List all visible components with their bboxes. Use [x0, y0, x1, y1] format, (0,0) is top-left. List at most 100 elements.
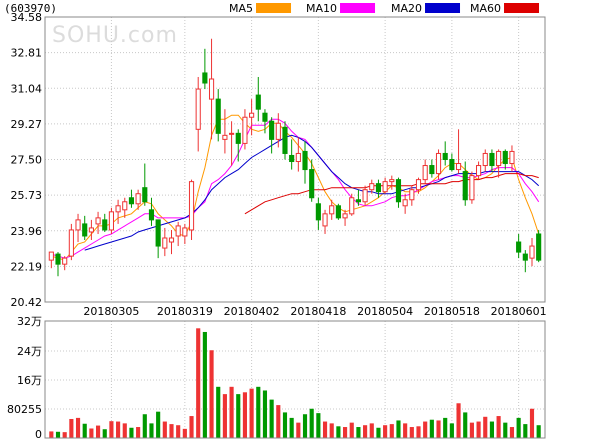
candle-body	[529, 245, 535, 259]
candle	[162, 227, 168, 257]
candle	[148, 197, 155, 226]
candle-body	[455, 163, 462, 171]
volume-bar	[476, 421, 481, 438]
volume-bar	[469, 422, 474, 438]
volume-bar	[69, 418, 74, 438]
volume-bar	[302, 414, 308, 438]
candle-body	[442, 152, 448, 161]
candle-body	[536, 233, 542, 261]
volume-bar	[396, 420, 401, 438]
candle-body	[88, 227, 94, 233]
volume-bar	[496, 416, 501, 438]
volume-bar	[403, 423, 408, 438]
candle-body	[355, 199, 361, 203]
candle-body	[55, 253, 61, 265]
candle	[302, 141, 308, 184]
candle	[382, 177, 388, 194]
price-tick-label: 34.58	[11, 11, 43, 24]
volume-bar	[309, 408, 314, 438]
candle	[55, 252, 61, 277]
date-tick-label: 20180601	[491, 305, 547, 318]
candle-body	[322, 213, 328, 227]
volume-bar	[196, 328, 201, 438]
volume-bar	[222, 394, 227, 438]
candle	[516, 233, 522, 259]
candle	[502, 149, 508, 170]
volume-bar	[456, 403, 461, 438]
candle-body	[102, 219, 108, 231]
candlesticks	[48, 38, 542, 277]
candle	[95, 211, 101, 234]
candle	[208, 38, 215, 140]
price-tick-label: 32.81	[11, 47, 43, 60]
candle	[415, 177, 422, 194]
candle-body	[48, 251, 54, 261]
volume-bars	[49, 328, 541, 438]
volume-bar	[423, 421, 428, 438]
volume-bar	[95, 425, 101, 438]
volume-bar	[262, 390, 268, 438]
candle-body	[222, 134, 228, 140]
candle	[155, 219, 161, 259]
candle-body	[68, 229, 74, 257]
candle-body	[108, 211, 114, 231]
candle-body	[516, 241, 522, 253]
candle-body	[262, 112, 268, 122]
volume-tick-label: 80255	[7, 403, 42, 416]
volume-bar	[216, 386, 221, 438]
candle	[309, 159, 315, 202]
candle	[355, 189, 361, 206]
chart-frame	[44, 16, 546, 439]
volume-bar	[509, 427, 515, 438]
date-tick-label: 20180319	[157, 305, 213, 318]
price-tick-label: 27.50	[11, 154, 43, 167]
candle	[329, 199, 335, 220]
volume-bar	[536, 425, 541, 438]
volume-bar	[109, 421, 114, 438]
candle-body	[315, 203, 321, 221]
volume-bar	[369, 423, 374, 438]
candle	[455, 129, 462, 174]
candle-body	[522, 253, 528, 261]
candle-body	[469, 175, 475, 201]
candle-body	[122, 201, 128, 211]
volume-bar	[463, 412, 468, 438]
candle-body	[142, 187, 148, 203]
candle	[102, 213, 108, 232]
legend: MA5 MA10 MA20 MA60	[229, 2, 540, 15]
volume-bar	[449, 423, 454, 438]
candle-body	[162, 237, 168, 249]
candle-body	[382, 181, 388, 193]
volume-bar	[75, 417, 81, 438]
volume-bar	[276, 405, 281, 438]
candle-body	[482, 152, 488, 167]
candle	[496, 149, 502, 178]
candle-body	[282, 126, 288, 154]
candle-body	[255, 94, 261, 110]
volume-bar	[169, 424, 174, 438]
candle-body	[502, 150, 508, 165]
volume-bar	[149, 423, 154, 438]
candle	[62, 256, 68, 271]
volume-tick-label: 24万	[17, 345, 42, 358]
candle	[115, 199, 121, 224]
date-tick-label: 20180504	[357, 305, 413, 318]
price-panel-frame	[44, 16, 546, 303]
candle-body	[182, 227, 188, 237]
candle-body	[496, 150, 502, 167]
candle-body	[462, 171, 468, 201]
volume-bar	[229, 386, 234, 438]
volume-bar	[242, 392, 248, 438]
price-tick-label: 20.42	[11, 296, 43, 309]
volume-bar	[189, 416, 194, 438]
candle	[469, 171, 475, 204]
candle	[422, 159, 428, 184]
candle	[235, 129, 241, 162]
candle-body	[449, 159, 455, 171]
candle	[229, 121, 235, 166]
volume-bar	[49, 431, 54, 438]
candle-body	[476, 165, 482, 177]
candle	[68, 223, 74, 261]
volume-bar	[443, 417, 448, 438]
volume-bar	[62, 432, 67, 438]
